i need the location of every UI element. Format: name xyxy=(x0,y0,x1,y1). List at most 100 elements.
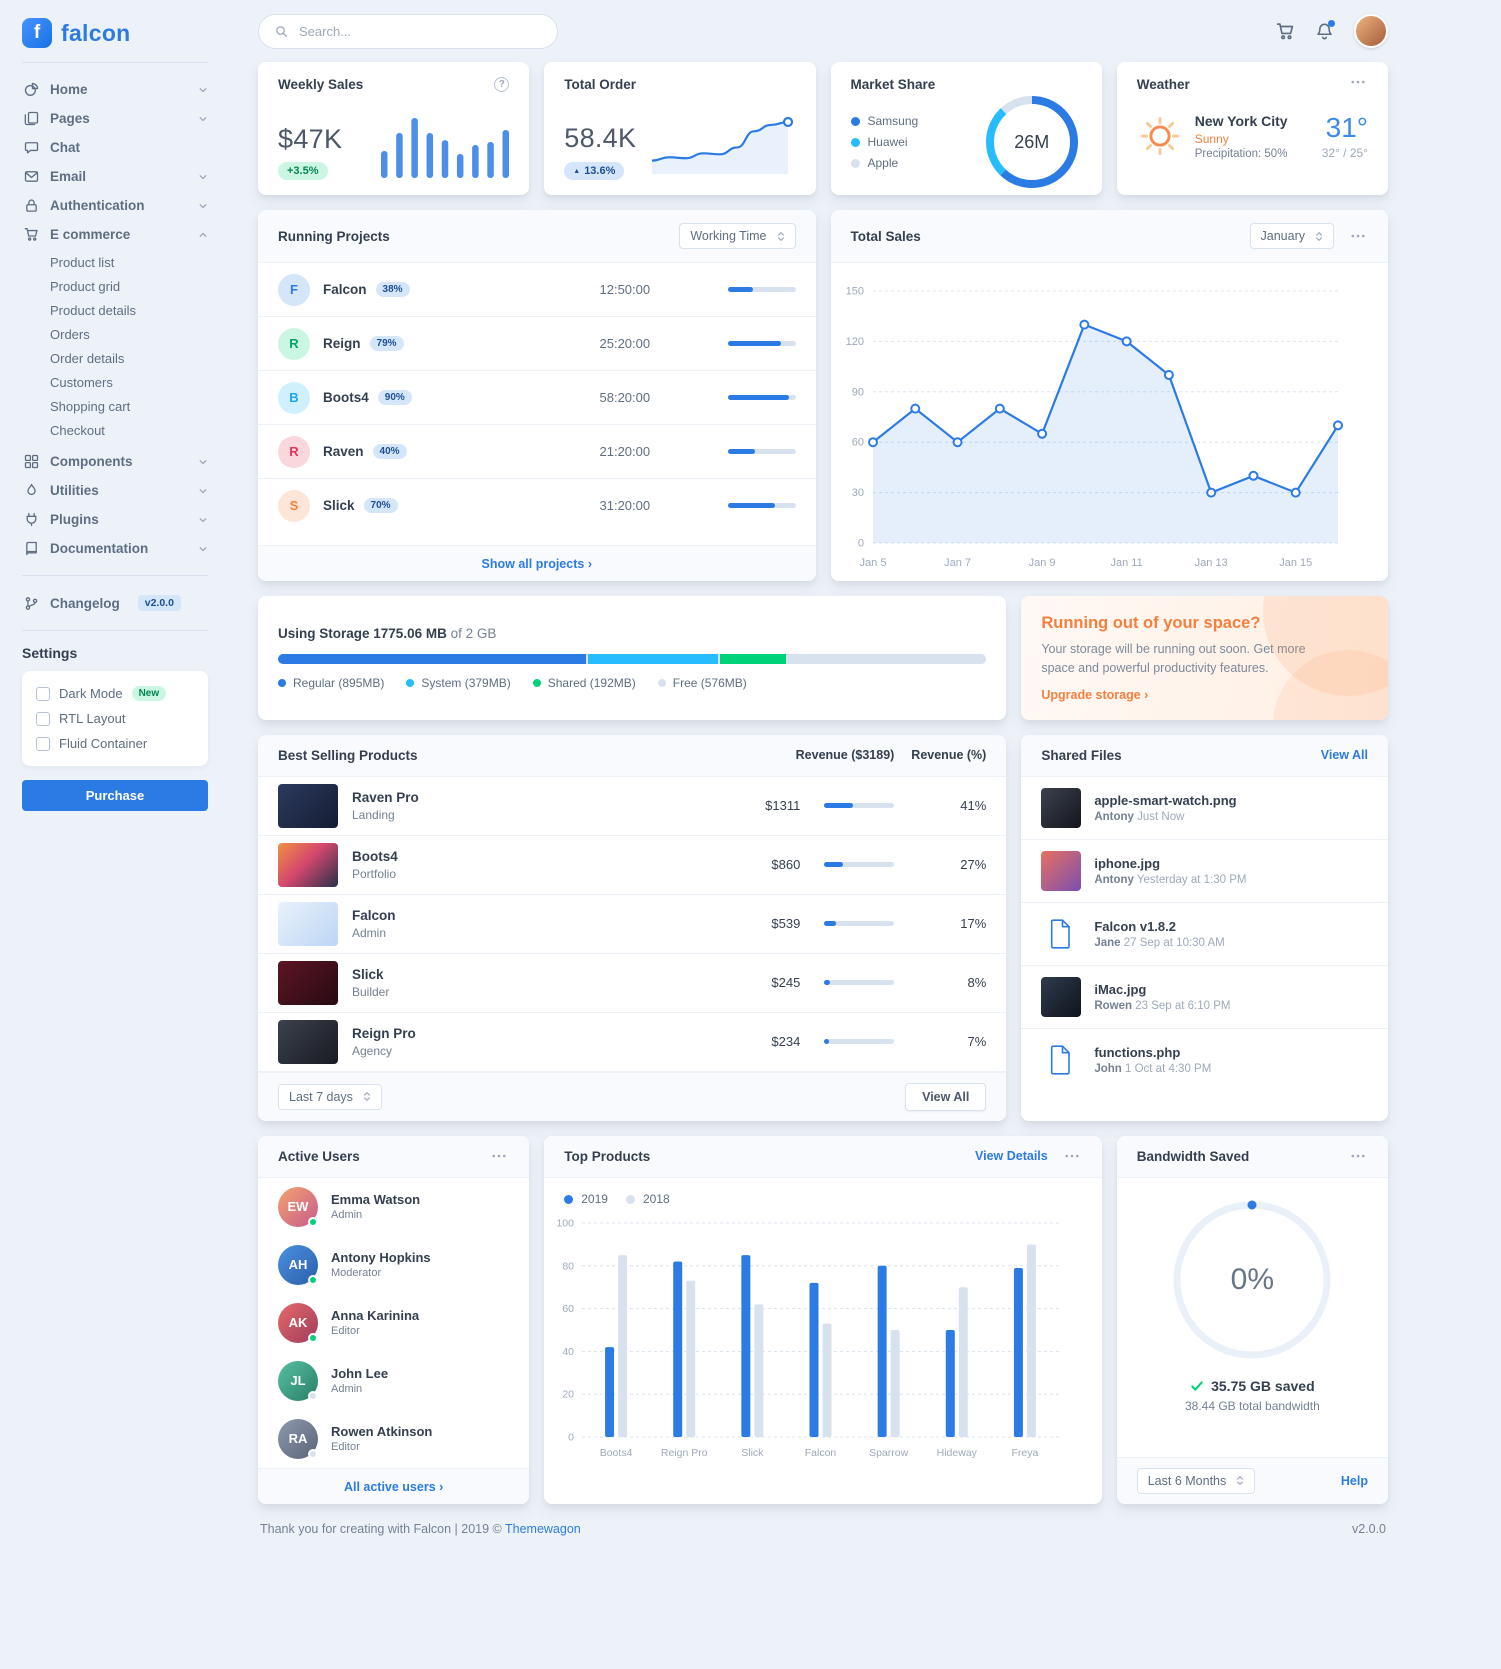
sidebar-item-e-commerce[interactable]: E commerce xyxy=(22,220,208,249)
sidebar-item-authentication[interactable]: Authentication xyxy=(22,191,208,220)
setting-label: RTL Layout xyxy=(59,711,126,726)
user-name[interactable]: Antony Hopkins xyxy=(331,1250,431,1266)
view-all-button[interactable]: View All xyxy=(905,1082,987,1111)
sidebar-item-plugins[interactable]: Plugins xyxy=(22,505,208,534)
sidebar-divider xyxy=(22,575,208,576)
sidebar-subitem-product-list[interactable]: Product list xyxy=(50,254,115,270)
sidebar-item-pages[interactable]: Pages xyxy=(22,104,208,133)
file-name[interactable]: apple-smart-watch.png xyxy=(1094,792,1237,808)
product-row: Raven Pro Landing $1311 41% xyxy=(258,777,1007,836)
ellipsis-menu-icon[interactable] xyxy=(1348,77,1368,87)
project-avatar: R xyxy=(278,435,310,468)
ellipsis-menu-icon[interactable] xyxy=(1348,1151,1368,1161)
checkbox-icon[interactable] xyxy=(36,711,50,726)
project-percent-badge: 70% xyxy=(363,498,398,513)
shared-files-view-all-link[interactable]: View All xyxy=(1320,748,1368,763)
sidebar-subitem-product-details[interactable]: Product details xyxy=(50,302,136,318)
product-name[interactable]: Slick xyxy=(352,966,384,982)
themewagon-link[interactable]: Themewagon xyxy=(505,1521,581,1536)
sidebar-item-utilities[interactable]: Utilities xyxy=(22,476,208,505)
file-name[interactable]: Falcon v1.8.2 xyxy=(1094,918,1176,934)
view-details-link[interactable]: View Details xyxy=(975,1149,1048,1164)
app-root: f falcon Home Pages Chat Email Authenticatio… xyxy=(22,0,1501,1564)
setting-rtl-layout[interactable]: RTL Layout xyxy=(36,706,194,731)
storage-title: Using Storage 1775.06 MB of 2 GB xyxy=(278,625,497,641)
sidebar-subitem-checkout[interactable]: Checkout xyxy=(50,422,105,438)
all-active-users-link[interactable]: All active users › xyxy=(343,1479,444,1494)
upgrade-storage-link[interactable]: Upgrade storage › xyxy=(1041,687,1149,702)
purchase-button[interactable]: Purchase xyxy=(22,780,208,811)
project-name[interactable]: Boots4 xyxy=(323,390,369,405)
sidebar-subitem-shopping-cart[interactable]: Shopping cart xyxy=(50,398,131,414)
main-content: Weekly Sales ? $47K +3.5% Total Order xyxy=(230,0,1501,1564)
user-role: Moderator xyxy=(331,1267,382,1280)
sidebar-item-components[interactable]: Components xyxy=(22,447,208,476)
file-name[interactable]: iphone.jpg xyxy=(1094,855,1161,871)
legend-dot xyxy=(532,678,541,687)
product-name[interactable]: Reign Pro xyxy=(352,1025,416,1041)
user-name[interactable]: Rowen Atkinson xyxy=(331,1424,433,1440)
bell-icon[interactable] xyxy=(1315,19,1335,41)
file-name[interactable]: iMac.jpg xyxy=(1094,981,1147,997)
sidebar-item-changelog[interactable]: Changelog v2.0.0 xyxy=(22,588,208,618)
chevron-down-icon xyxy=(198,201,208,211)
project-name[interactable]: Reign xyxy=(323,336,361,351)
search-input[interactable] xyxy=(297,22,541,40)
file-owner[interactable]: Rowen xyxy=(1094,999,1133,1012)
help-icon[interactable]: ? xyxy=(494,77,510,92)
sidebar-item-chat[interactable]: Chat xyxy=(22,133,208,162)
project-name[interactable]: Slick xyxy=(323,498,355,513)
file-owner[interactable]: John xyxy=(1094,1062,1122,1075)
user-name[interactable]: Anna Karinina xyxy=(331,1308,420,1324)
user-name[interactable]: Emma Watson xyxy=(331,1192,421,1208)
svg-text:Jan 7: Jan 7 xyxy=(944,557,971,569)
sidebar-subitem-orders[interactable]: Orders xyxy=(50,326,90,342)
project-row: R Reign 79% 25:20:00 xyxy=(258,317,816,371)
ellipsis-menu-icon[interactable] xyxy=(489,1151,509,1161)
month-select[interactable]: January xyxy=(1249,223,1334,249)
working-time-select[interactable]: Working Time xyxy=(679,223,796,249)
setting-dark-mode[interactable]: Dark Mode New xyxy=(36,681,194,706)
weather-city: New York City xyxy=(1194,112,1288,129)
user-role: Editor xyxy=(331,1441,360,1454)
user-name[interactable]: John Lee xyxy=(331,1366,389,1382)
project-progress-bar xyxy=(727,395,796,400)
product-name[interactable]: Raven Pro xyxy=(352,789,419,805)
date-range-select[interactable]: Last 7 days xyxy=(278,1083,382,1110)
project-name[interactable]: Raven xyxy=(323,444,364,459)
legend-dot xyxy=(850,137,860,147)
sidebar-item-home[interactable]: Home xyxy=(22,75,208,104)
period-select[interactable]: Last 6 Months xyxy=(1136,1467,1256,1494)
file-owner[interactable]: Antony xyxy=(1094,810,1134,823)
legend-item-2018[interactable]: 2018 xyxy=(625,1190,670,1209)
legend-item-2019[interactable]: 2019 xyxy=(564,1190,608,1209)
svg-text:Boots4: Boots4 xyxy=(600,1447,633,1459)
product-name[interactable]: Falcon xyxy=(352,907,396,923)
project-name[interactable]: Falcon xyxy=(323,282,367,297)
legend-dot xyxy=(850,158,860,168)
checkbox-icon[interactable] xyxy=(36,686,50,701)
sidebar-subitem-customers[interactable]: Customers xyxy=(50,374,113,390)
sidebar-subitem-order-details[interactable]: Order details xyxy=(50,350,125,366)
product-name[interactable]: Boots4 xyxy=(352,848,398,864)
file-name[interactable]: functions.php xyxy=(1094,1044,1181,1060)
sort-icon xyxy=(1236,1475,1244,1486)
ellipsis-menu-icon[interactable] xyxy=(1062,1151,1082,1161)
help-link[interactable]: Help xyxy=(1340,1473,1368,1488)
shopping-cart-icon[interactable] xyxy=(1276,22,1295,41)
user-avatar: AH xyxy=(278,1244,318,1285)
ellipsis-menu-icon[interactable] xyxy=(1348,231,1368,241)
user-avatar[interactable] xyxy=(1354,14,1388,48)
sidebar-divider xyxy=(22,630,208,631)
brand-logo[interactable]: f falcon xyxy=(22,10,208,63)
sidebar-item-email[interactable]: Email xyxy=(22,162,208,191)
file-owner[interactable]: Jane xyxy=(1094,936,1121,949)
file-owner[interactable]: Antony xyxy=(1094,873,1134,886)
product-row: Reign Pro Agency $234 7% xyxy=(258,1013,1007,1072)
sidebar-subitem-product-grid[interactable]: Product grid xyxy=(50,278,121,294)
product-revenue: $1311 xyxy=(765,798,801,814)
show-all-projects-link[interactable]: Show all projects › xyxy=(481,557,592,571)
sidebar-item-documentation[interactable]: Documentation xyxy=(22,534,208,563)
setting-fluid-container[interactable]: Fluid Container xyxy=(36,731,194,756)
checkbox-icon[interactable] xyxy=(36,736,50,751)
